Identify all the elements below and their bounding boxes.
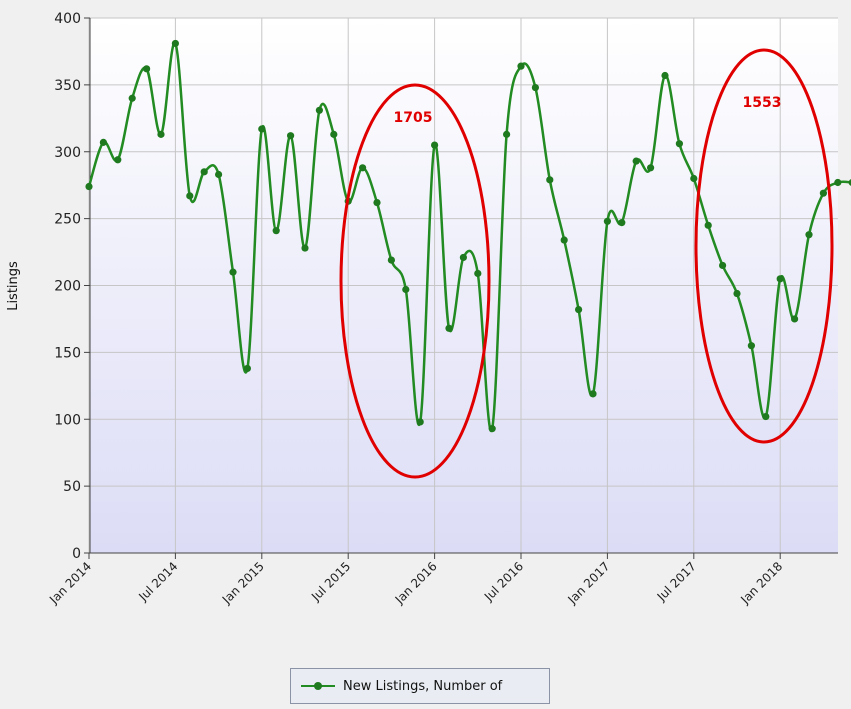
data-point	[603, 217, 612, 225]
data-point	[143, 65, 151, 73]
x-tick-label: Jul 2015	[308, 559, 353, 604]
data-point	[618, 219, 626, 227]
data-point	[99, 138, 107, 146]
data-point	[704, 221, 712, 229]
data-point	[733, 289, 741, 298]
y-tick-label: 300	[54, 145, 81, 161]
data-point	[819, 189, 828, 197]
data-point	[416, 418, 424, 426]
data-point	[258, 125, 266, 133]
data-point	[488, 425, 496, 433]
series-line	[87, 41, 851, 433]
data-point	[675, 140, 684, 148]
x-tick-label: Jan 2014	[46, 559, 94, 607]
data-point	[517, 62, 525, 70]
data-point	[834, 178, 842, 187]
data-point	[171, 39, 179, 48]
data-point	[215, 170, 223, 179]
y-axis-label: Listings	[6, 261, 21, 311]
x-tick-label: Jul 2014	[135, 559, 180, 604]
y-tick-label: 200	[54, 279, 81, 295]
data-point	[805, 231, 813, 239]
data-point	[373, 198, 381, 207]
y-tick-label: 250	[54, 212, 81, 228]
data-point	[301, 244, 309, 252]
data-point	[200, 168, 208, 176]
data-point	[85, 182, 93, 191]
annotation-label: 1553	[743, 95, 782, 111]
data-point	[402, 285, 410, 294]
data-point	[157, 130, 165, 138]
y-tick-label: 350	[54, 78, 81, 94]
data-point	[546, 176, 554, 184]
x-tick-label: Jan 2015	[219, 559, 267, 607]
legend: New Listings, Number of	[290, 668, 550, 704]
series	[85, 39, 851, 433]
data-point	[776, 275, 784, 283]
highlight-ellipse	[694, 48, 834, 444]
highlight-ellipses: 1705 1553	[339, 48, 834, 479]
data-point	[661, 71, 669, 80]
data-point	[459, 253, 467, 262]
highlight-ellipse	[339, 83, 491, 479]
legend-line-marker-icon	[301, 679, 335, 693]
data-point	[503, 130, 511, 138]
y-tick-label: 50	[63, 479, 81, 495]
data-point	[531, 83, 540, 92]
data-point	[791, 315, 799, 323]
x-tick-label: Jan 2016	[392, 559, 440, 607]
x-tick-label: Jul 2017	[654, 559, 699, 604]
data-point	[474, 269, 482, 278]
data-point	[330, 130, 338, 138]
legend-label: New Listings, Number of	[343, 678, 503, 694]
data-point	[387, 256, 395, 264]
data-point	[575, 305, 583, 314]
data-point	[359, 164, 367, 172]
data-point	[647, 164, 655, 172]
data-point	[431, 141, 439, 149]
x-tick-label: Jan 2017	[565, 559, 613, 607]
data-point	[315, 106, 323, 114]
y-tick-label: 150	[54, 345, 81, 361]
data-point	[589, 390, 597, 398]
annotation-label: 1705	[394, 110, 433, 126]
data-point	[128, 94, 136, 102]
data-point	[560, 236, 568, 244]
data-point	[747, 342, 756, 350]
data-point	[114, 156, 122, 164]
data-point	[243, 364, 251, 373]
data-point	[287, 132, 295, 140]
data-point	[229, 268, 237, 276]
data-point	[762, 412, 770, 421]
data-point	[632, 157, 640, 165]
data-point	[848, 179, 851, 186]
data-point	[690, 174, 698, 183]
x-tick-label: Jul 2016	[481, 559, 526, 604]
y-tick-label: 0	[72, 546, 81, 562]
data-point	[272, 227, 280, 235]
y-tick-label: 400	[54, 11, 81, 27]
data-point	[719, 261, 727, 270]
data-point	[186, 192, 194, 200]
x-tick-label: Jan 2018	[737, 559, 785, 607]
y-tick-label: 100	[54, 412, 81, 428]
data-point	[445, 324, 453, 332]
